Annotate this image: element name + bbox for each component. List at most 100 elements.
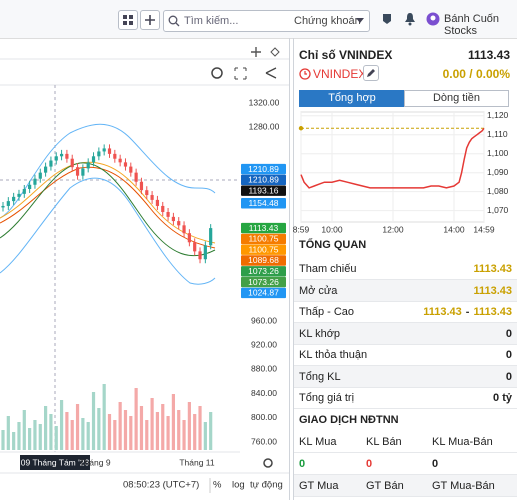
cell-header: GT Mua-Bán: [432, 480, 495, 492]
volume-bar: [6, 416, 10, 450]
clock-icon: [299, 68, 311, 80]
table-row: Thấp - Cao 1113.43-1113.43: [294, 301, 517, 323]
user-name[interactable]: Bánh Cuốn Stocks: [444, 13, 500, 37]
price-tick-label: 760.00: [251, 436, 277, 446]
candle: [129, 166, 133, 173]
volume-bar: [203, 422, 207, 450]
market-select[interactable]: Chứng khoán: [294, 15, 361, 27]
candle: [166, 212, 170, 217]
grid-button[interactable]: [118, 10, 138, 30]
price-tick-label: 920.00: [251, 339, 277, 349]
row-label: KL thỏa thuận: [299, 349, 368, 361]
menu-icon[interactable]: [270, 47, 280, 57]
volume-bar: [107, 414, 112, 450]
volume-bar: [123, 410, 128, 450]
candle: [182, 225, 186, 234]
price-badge: [241, 276, 286, 288]
candle: [171, 216, 175, 222]
volume-bar: [150, 398, 154, 450]
price-line: [300, 127, 485, 189]
bell-icon[interactable]: [404, 12, 416, 26]
volume-bar: [209, 412, 213, 450]
price-badge: [241, 222, 286, 234]
volume-bar: [198, 406, 202, 450]
high: 1113.43: [473, 306, 512, 318]
share-icon[interactable]: [265, 67, 277, 79]
cell-header: KL Bán: [366, 436, 402, 448]
row-label: Tổng KL: [299, 370, 341, 383]
y-tick-label: 1,120: [487, 110, 509, 120]
candle: [54, 156, 58, 161]
edit-button[interactable]: [363, 65, 379, 81]
x-tick-label: 14:59: [473, 224, 495, 234]
candle: [28, 184, 32, 189]
x-tick-label: 12:00: [382, 224, 404, 234]
price-badge-label: 1073.26: [248, 266, 279, 276]
chart-panel: 1320.00 1280.00 960.00 920.00 880.00 840.00 80…: [0, 38, 290, 500]
search-box[interactable]: Tìm kiếm... Chứng khoán: [163, 10, 370, 32]
price-tick-label: 840.00: [251, 388, 277, 398]
row-value: 0 tỷ: [493, 392, 512, 404]
volume-bar: [65, 412, 69, 450]
price-tick-label: 1320.00: [249, 97, 280, 107]
y-tick-label: 1,100: [487, 148, 509, 158]
candle: [134, 172, 138, 182]
volume-bar: [86, 422, 90, 450]
candle: [102, 148, 106, 152]
settings-icon[interactable]: [211, 67, 223, 79]
candle: [70, 158, 74, 168]
volume-bar: [161, 404, 165, 450]
price-badge-label: 1024.87: [248, 288, 279, 298]
add-icon[interactable]: [251, 47, 261, 57]
scale-button[interactable]: log: [232, 480, 245, 491]
main-chart: 1320.00 1280.00 960.00 920.00 880.00 840.00 80…: [0, 47, 289, 493]
settings-icon[interactable]: [263, 458, 273, 468]
volume-bar: [155, 412, 160, 450]
add-button[interactable]: [140, 10, 160, 30]
avatar[interactable]: [426, 12, 440, 26]
panel-price: 1113.43: [467, 48, 510, 62]
scale-button[interactable]: %: [213, 480, 222, 491]
volume-bar: [28, 428, 32, 450]
row-value: 0: [505, 370, 512, 383]
candle: [22, 188, 26, 194]
candle: [113, 153, 117, 159]
volume-bar: [54, 426, 58, 450]
row-value: 0: [505, 327, 512, 340]
table-row: KL Mua KL Bán KL Mua-Bán: [294, 431, 517, 453]
row-label: Tham chiếu: [299, 263, 357, 275]
row-label: Tổng giá trị: [299, 392, 355, 404]
fullscreen-icon[interactable]: [234, 67, 247, 80]
candle: [17, 193, 21, 197]
price-badge-label: 1154.48: [248, 198, 278, 208]
candle: [81, 168, 85, 176]
candle: [161, 205, 165, 213]
x-tick-label: 10:00: [321, 224, 343, 234]
candle: [49, 160, 53, 167]
candle: [155, 199, 160, 206]
candle: [59, 153, 64, 157]
ma-orange: [0, 161, 216, 244]
cell-header: KL Mua-Bán: [432, 436, 493, 448]
price-badge-label: 1100.75: [248, 234, 278, 244]
sep: -: [465, 306, 470, 318]
candle: [139, 181, 144, 191]
candle: [198, 251, 202, 260]
notify-icon[interactable]: [381, 12, 393, 26]
price-badge-label: 1193.16: [248, 185, 278, 195]
tab-active[interactable]: Tổng hợp: [299, 90, 405, 107]
icon: [367, 69, 375, 77]
tab[interactable]: Dòng tiền: [404, 90, 509, 107]
volume-bar: [38, 424, 42, 450]
volume-bar: [91, 392, 96, 450]
row-label: KL khớp: [299, 327, 341, 340]
volume-bar: [102, 384, 106, 450]
cell-header: GT Bán: [366, 480, 404, 492]
price-badge-label: 1210.89: [248, 164, 279, 174]
volume-bar: [166, 416, 170, 450]
scale-button[interactable]: tự động: [250, 480, 283, 491]
candle: [193, 242, 197, 252]
candle: [209, 228, 213, 246]
price-tick-label: 1280.00: [249, 121, 280, 131]
